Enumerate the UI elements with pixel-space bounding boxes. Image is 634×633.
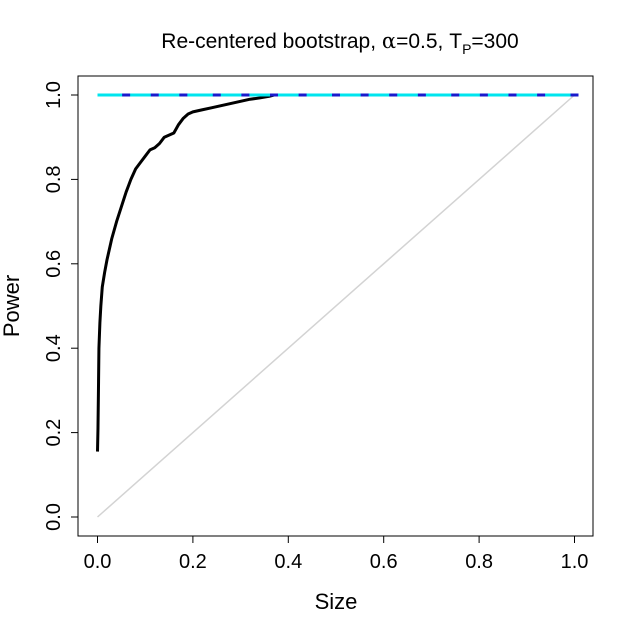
x-tick-label: 1.0 (561, 551, 589, 573)
plot-area (96, 93, 579, 518)
flat-series-marker (570, 93, 579, 97)
title-alpha-value: =0.5, (396, 30, 449, 53)
flat-series-marker (122, 93, 131, 97)
series-diagonal-reference (97, 94, 575, 518)
title-prefix: Re-centered bootstrap, (161, 30, 382, 53)
x-tick-label: 0.4 (274, 551, 302, 573)
flat-series-marker (451, 93, 460, 97)
flat-series-marker (150, 93, 159, 97)
y-axis: 0.0 0.2 0.4 0.6 0.8 1.0 (43, 81, 79, 531)
flat-series-marker (269, 93, 278, 97)
title-t-value: =300 (471, 30, 518, 53)
x-tick-label: 0.2 (179, 551, 207, 573)
flat-series-marker (298, 93, 307, 97)
flat-series-marker (360, 93, 369, 97)
title-subscript: P (462, 41, 471, 57)
title-alpha: α (382, 29, 396, 53)
x-axis-title: Size (315, 589, 358, 614)
x-tick-label: 0.0 (84, 551, 112, 573)
y-tick-label: 0.8 (43, 165, 65, 193)
y-tick-label: 0.4 (43, 334, 65, 362)
flat-series-marker (537, 93, 546, 97)
y-tick-label: 1.0 (43, 81, 65, 109)
y-axis-title: Power (0, 275, 24, 337)
y-tick-label: 0.2 (43, 419, 65, 447)
flat-series-marker (332, 93, 340, 97)
flat-series-marker (241, 93, 250, 97)
flat-series-marker (212, 93, 221, 97)
flat-series-marker (479, 93, 488, 97)
y-tick-label: 0.6 (43, 250, 65, 278)
x-tick-label: 0.6 (370, 551, 398, 573)
y-tick-label: 0.0 (43, 503, 65, 531)
flat-series-marker (389, 93, 398, 97)
flat-series-marker (417, 93, 426, 97)
flat-series-marker (179, 93, 188, 97)
x-tick-label: 0.8 (465, 551, 493, 573)
x-axis: 0.0 0.2 0.4 0.6 0.8 1.0 (84, 535, 589, 573)
title-t: T (449, 30, 462, 53)
flat-series-marker (508, 93, 517, 97)
chart-title: Re-centered bootstrap, α=0.5, TP=300 (161, 29, 518, 57)
series-power-curve (96, 93, 575, 452)
